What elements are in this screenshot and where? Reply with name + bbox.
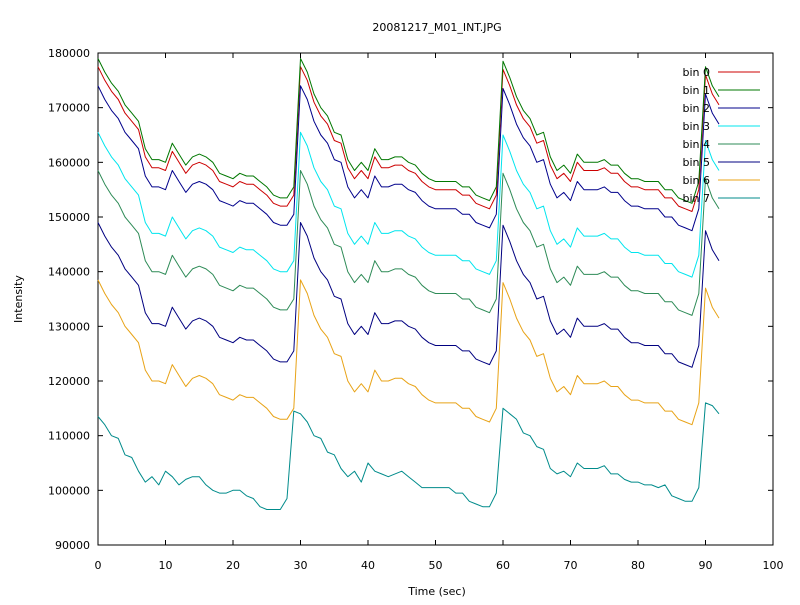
x-tick-label: 100 [763,559,784,572]
x-tick-label: 90 [699,559,713,572]
x-tick-label: 30 [294,559,308,572]
x-tick-label: 50 [429,559,443,572]
chart-title: 20081217_M01_INT.JPG [372,21,501,34]
x-tick-label: 70 [564,559,578,572]
plot-frame [97,52,774,546]
y-tick-label: 170000 [48,102,90,115]
series-line-bin-3 [97,131,720,278]
x-tick-label: 20 [226,559,240,572]
legend-label: bin 0 [682,66,710,79]
legend-label: bin 4 [682,138,710,151]
x-tick-label: 60 [496,559,510,572]
series-line-bin-2 [97,85,720,232]
x-tick-label: 10 [159,559,173,572]
legend-label: bin 7 [682,192,710,205]
x-axis-label: Time (sec) [407,585,466,598]
legend-label: bin 2 [682,102,710,115]
y-axis-label: Intensity [12,275,25,323]
y-tick-label: 110000 [48,430,90,443]
y-tick-label: 90000 [55,539,90,552]
legend-label: bin 6 [682,174,710,187]
legend-label: bin 5 [682,156,710,169]
y-tick-label: 120000 [48,375,90,388]
series-line-bin-5 [97,222,720,368]
series-line-bin-7 [97,402,720,510]
series-line-bin-1 [97,58,720,204]
legend-label: bin 3 [682,120,710,133]
legend-label: bin 1 [682,84,710,97]
series-line-bin-4 [97,170,720,316]
y-axis-ticks: 90000 100000 110000 120000 130000 140000 15000… [48,47,773,552]
x-axis-ticks: 0 10 20 30 40 50 60 70 80 90 100 [95,53,784,572]
y-tick-label: 100000 [48,484,90,497]
x-tick-label: 40 [361,559,375,572]
series-line-bin-6 [97,279,720,426]
y-tick-label: 130000 [48,320,90,333]
y-tick-label: 140000 [48,266,90,279]
y-tick-label: 150000 [48,211,90,224]
x-tick-label: 80 [631,559,645,572]
series-line-bin-0 [97,66,720,212]
legend: bin 0 bin 1 bin 2 bin 3 bin 4 bin 5 bin 6 bin 7 [682,66,760,205]
series-lines [97,58,720,510]
x-tick-label: 0 [95,559,102,572]
y-tick-label: 160000 [48,156,90,169]
y-tick-label: 180000 [48,47,90,60]
